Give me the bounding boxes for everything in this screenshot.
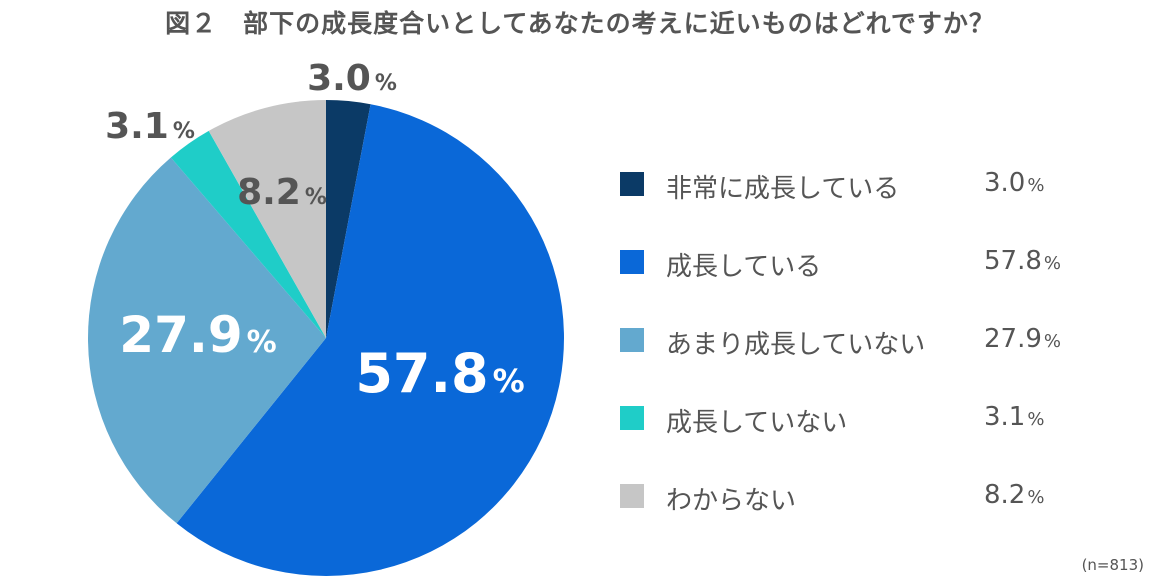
- legend-item: 非常に成長している 3.0%: [620, 164, 1080, 204]
- pie-slice-4: [170, 130, 326, 338]
- legend-value: 8.2%: [984, 480, 1045, 510]
- legend-swatch: [620, 484, 644, 508]
- legend-label: 成長していない: [666, 408, 848, 438]
- chart-title: 図２ 部下の成長度合いとしてあなたの考えに近いものはどれですか？: [165, 9, 995, 38]
- data-label-4: 3.1%: [105, 106, 195, 147]
- legend-item: 成長していない 3.1%: [620, 398, 1080, 438]
- legend-swatch: [620, 172, 644, 196]
- legend-item: あまり成長していない 27.9%: [620, 320, 1080, 360]
- legend-item: 成長している 57.8%: [620, 242, 1080, 282]
- legend-label: 成長している: [666, 252, 822, 282]
- data-label-3: 27.9%: [119, 306, 276, 364]
- pie-slice-3: [87, 157, 327, 524]
- legend-value: 27.9%: [984, 324, 1061, 354]
- legend-value: 57.8%: [984, 246, 1061, 276]
- data-label-2: 57.8%: [355, 342, 524, 405]
- legend-value: 3.0%: [984, 168, 1045, 198]
- legend-item: わからない 8.2%: [620, 476, 1080, 516]
- legend-swatch: [620, 328, 644, 352]
- legend-label: わからない: [666, 486, 797, 516]
- legend-label: 非常に成長している: [666, 174, 900, 204]
- pie-slice-5: [208, 100, 326, 338]
- legend-swatch: [620, 250, 644, 274]
- pie-slice-1: [326, 100, 371, 338]
- legend-label: あまり成長していない: [666, 330, 926, 360]
- legend-value: 3.1%: [984, 402, 1045, 432]
- data-label-1: 3.0%: [307, 58, 397, 99]
- data-label-5: 8.2%: [237, 172, 327, 213]
- pie-slice-2: [176, 104, 564, 576]
- legend-swatch: [620, 406, 644, 430]
- sample-size-note: (n=813): [1081, 556, 1144, 574]
